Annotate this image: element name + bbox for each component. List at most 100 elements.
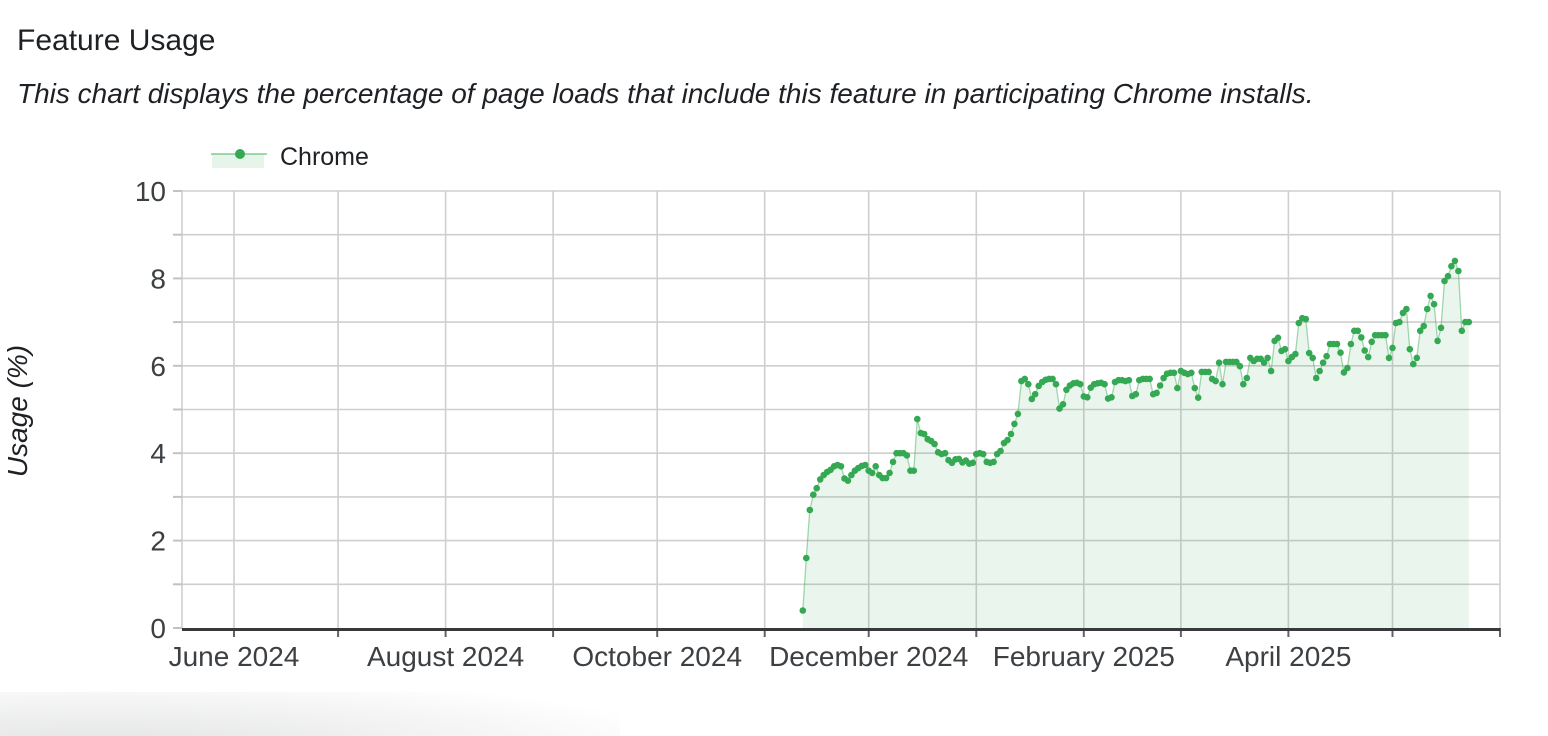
chrome-data-point[interactable] xyxy=(1337,349,1344,357)
chrome-data-point[interactable] xyxy=(1240,380,1247,388)
chrome-data-point[interactable] xyxy=(1194,394,1202,402)
chrome-data-point[interactable] xyxy=(1243,374,1251,382)
chrome-data-point[interactable] xyxy=(1340,369,1348,376)
chrome-data-point[interactable] xyxy=(1458,327,1466,335)
chrome-data-point[interactable] xyxy=(1361,347,1368,354)
chrome-data-point[interactable] xyxy=(1153,389,1160,397)
chrome-data-point[interactable] xyxy=(1007,430,1015,438)
chrome-data-point[interactable] xyxy=(1028,395,1036,403)
chrome-data-point[interactable] xyxy=(969,459,977,467)
chrome-data-point[interactable] xyxy=(1025,380,1032,388)
chrome-data-point[interactable] xyxy=(903,452,911,459)
chrome-data-point[interactable] xyxy=(1403,305,1410,313)
chrome-data-point[interactable] xyxy=(1316,367,1323,375)
chrome-data-point[interactable] xyxy=(1292,350,1299,358)
chrome-data-point[interactable] xyxy=(910,467,918,475)
chrome-data-point[interactable] xyxy=(1021,375,1029,383)
chrome-data-point[interactable] xyxy=(1437,324,1445,332)
chrome-data-point[interactable] xyxy=(803,554,810,562)
chrome-data-point[interactable] xyxy=(1212,377,1219,385)
chrome-data-point[interactable] xyxy=(1323,352,1330,360)
chrome-data-point[interactable] xyxy=(1101,380,1108,388)
chrome-data-point[interactable] xyxy=(1031,390,1039,398)
chrome-data-point[interactable] xyxy=(889,458,897,466)
chrome-data-point[interactable] xyxy=(1215,359,1223,367)
chrome-data-point[interactable] xyxy=(1368,338,1375,346)
chrome-data-point[interactable] xyxy=(1465,318,1473,326)
chrome-data-point[interactable] xyxy=(1309,354,1316,362)
chrome-data-point[interactable] xyxy=(1410,360,1417,368)
chrome-data-point[interactable] xyxy=(1451,257,1459,265)
chrome-data-point[interactable] xyxy=(997,447,1004,455)
chrome-data-point[interactable] xyxy=(1125,376,1133,384)
chrome-data-point[interactable] xyxy=(1295,319,1303,327)
chrome-data-point[interactable] xyxy=(1267,367,1275,375)
chrome-data-point[interactable] xyxy=(990,458,997,466)
chrome-data-point[interactable] xyxy=(1084,394,1091,401)
chrome-data-point[interactable] xyxy=(810,491,817,499)
chrome-data-point[interactable] xyxy=(1319,359,1327,367)
chrome-data-point[interactable] xyxy=(1406,345,1414,353)
chrome-data-point[interactable] xyxy=(1427,292,1434,300)
chrome-data-point[interactable] xyxy=(1385,354,1393,362)
chrome-data-point[interactable] xyxy=(1389,344,1396,352)
chrome-data-point[interactable] xyxy=(799,607,807,614)
chrome-data-point[interactable] xyxy=(1191,384,1199,392)
chrome-data-point[interactable] xyxy=(1434,337,1441,345)
chrome-data-point[interactable] xyxy=(872,463,879,470)
chrome-data-point[interactable] xyxy=(1108,394,1115,401)
chrome-data-point[interactable] xyxy=(914,415,921,423)
chrome-data-point[interactable] xyxy=(1132,390,1140,398)
chrome-data-point[interactable] xyxy=(1205,368,1212,376)
chrome-data-point[interactable] xyxy=(1344,364,1351,372)
chrome-data-point[interactable] xyxy=(1170,369,1178,377)
chrome-data-point[interactable] xyxy=(1059,401,1067,408)
chrome-data-point[interactable] xyxy=(1077,380,1084,388)
chrome-data-point[interactable] xyxy=(1333,340,1341,348)
chrome-data-point[interactable] xyxy=(1274,334,1282,342)
chrome-data-point[interactable] xyxy=(1305,349,1313,357)
chrome-data-point[interactable] xyxy=(1188,369,1195,377)
chrome-data-point[interactable] xyxy=(1444,272,1452,280)
chrome-data-point[interactable] xyxy=(844,477,852,485)
chrome-data-point[interactable] xyxy=(1174,384,1181,392)
chrome-data-point[interactable] xyxy=(1396,318,1403,326)
chrome-data-point[interactable] xyxy=(806,506,814,514)
chrome-data-point[interactable] xyxy=(886,469,893,477)
chrome-data-point[interactable] xyxy=(1430,300,1438,308)
chrome-data-point[interactable] xyxy=(1413,354,1421,362)
chrome-data-point[interactable] xyxy=(1260,359,1268,367)
chrome-data-point[interactable] xyxy=(1347,340,1355,348)
chrome-data-point[interactable] xyxy=(1455,267,1462,275)
chrome-data-point[interactable] xyxy=(837,463,845,470)
chrome-data-point[interactable] xyxy=(941,449,949,457)
chrome-data-point[interactable] xyxy=(1382,331,1389,339)
chrome-data-point[interactable] xyxy=(882,474,890,482)
chrome-data-point[interactable] xyxy=(1448,262,1455,270)
chrome-data-point[interactable] xyxy=(862,461,869,469)
chrome-data-point[interactable] xyxy=(1420,322,1427,330)
chrome-data-point[interactable] xyxy=(1281,345,1289,353)
chrome-data-point[interactable] xyxy=(1364,353,1372,361)
chrome-data-point[interactable] xyxy=(1004,436,1011,444)
chrome-data-point[interactable] xyxy=(1014,410,1022,418)
chrome-data-point[interactable] xyxy=(868,469,876,477)
chrome-data-point[interactable] xyxy=(1423,305,1431,313)
chrome-data-point[interactable] xyxy=(1219,380,1226,388)
chrome-data-point[interactable] xyxy=(1441,277,1448,285)
chrome-data-point[interactable] xyxy=(1236,362,1244,370)
chrome-data-point[interactable] xyxy=(1052,380,1060,388)
chrome-data-point[interactable] xyxy=(1049,375,1056,383)
chrome-data-point[interactable] xyxy=(1156,382,1164,389)
chrome-data-point[interactable] xyxy=(920,430,928,438)
chrome-data-point[interactable] xyxy=(1312,374,1320,382)
chrome-data-point[interactable] xyxy=(931,440,938,448)
chrome-data-point[interactable] xyxy=(1302,315,1310,323)
chrome-data-point[interactable] xyxy=(1146,375,1153,383)
chrome-data-point[interactable] xyxy=(1358,334,1365,341)
chrome-data-point[interactable] xyxy=(1354,327,1362,335)
chrome-data-point[interactable] xyxy=(1011,420,1018,428)
chrome-data-point[interactable] xyxy=(1416,327,1424,335)
chrome-data-point[interactable] xyxy=(979,450,987,458)
